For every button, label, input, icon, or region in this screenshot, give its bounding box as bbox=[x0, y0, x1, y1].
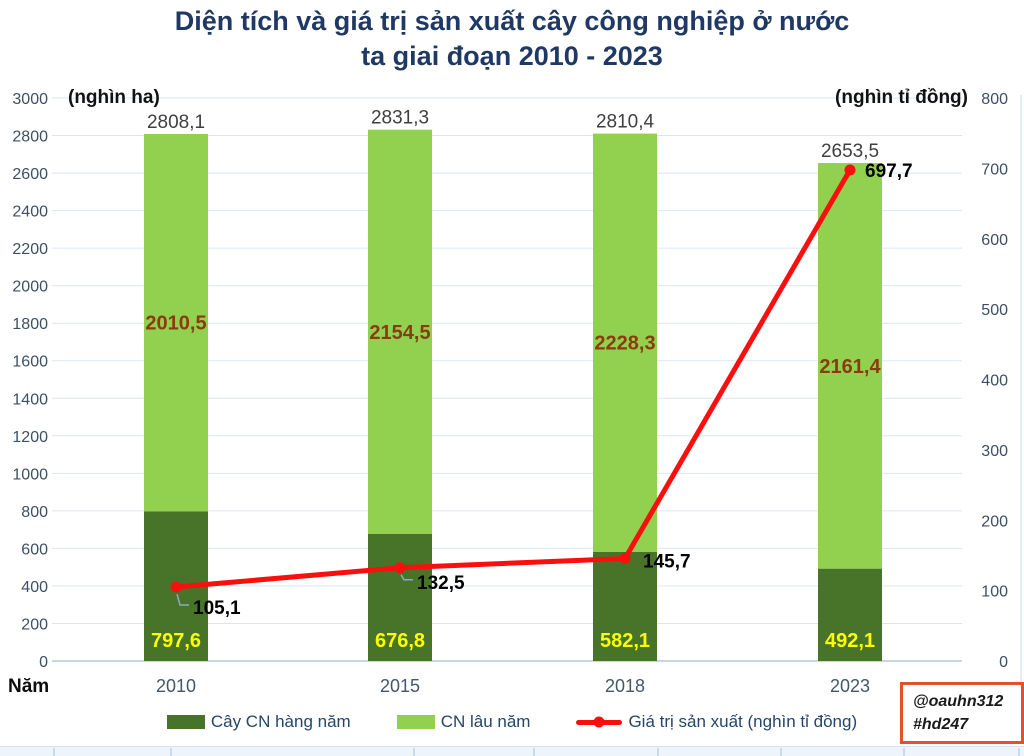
left-axis-tick: 2600 bbox=[12, 166, 48, 183]
annual-value-label: 676,8 bbox=[375, 630, 425, 652]
line-value-label: 105,1 bbox=[193, 598, 241, 619]
annual-value-label: 797,6 bbox=[151, 630, 201, 652]
line-point-2023 bbox=[844, 164, 856, 176]
perennial-value-label: 2154,5 bbox=[369, 322, 430, 344]
left-axis-tick: 800 bbox=[21, 504, 48, 521]
perennial-value-label: 2161,4 bbox=[819, 356, 881, 378]
total-value-label: 2653,5 bbox=[821, 141, 879, 162]
annual-swatch-icon bbox=[166, 715, 205, 729]
line-point-2018 bbox=[619, 552, 631, 564]
line-marker-icon bbox=[576, 716, 623, 728]
total-value-label: 2831,3 bbox=[371, 108, 429, 129]
left-axis-tick: 600 bbox=[21, 541, 48, 558]
left-axis-tick: 1600 bbox=[12, 354, 48, 371]
left-axis-tick: 1800 bbox=[12, 316, 48, 333]
bar-perennial-2018 bbox=[593, 133, 657, 552]
chart-title-line2: ta giai đoạn 2010 - 2023 bbox=[361, 41, 663, 71]
watermark-hashtag: #hd247 bbox=[913, 716, 969, 733]
line-value-label: 145,7 bbox=[643, 551, 691, 572]
annual-value-label: 492,1 bbox=[825, 630, 875, 652]
right-axis-tick: 500 bbox=[981, 302, 1008, 319]
table-edge-strip bbox=[0, 746, 1024, 756]
legend: Cây CN hàng năm CN lâu năm Giá trị sản x… bbox=[0, 704, 1024, 740]
callout-leader-line bbox=[400, 574, 413, 581]
legend-label-perennial: CN lâu năm bbox=[440, 712, 531, 731]
callout-leader-line bbox=[176, 593, 189, 606]
bar-annual-2015 bbox=[368, 533, 432, 661]
x-axis-title: Năm bbox=[8, 676, 49, 697]
left-axis-tick: 1000 bbox=[12, 466, 48, 483]
line-point-2015 bbox=[394, 562, 406, 574]
watermark-handle: @oauhn312 bbox=[913, 693, 1004, 710]
bar-perennial-2015 bbox=[368, 129, 432, 534]
legend-item-perennial: CN lâu năm bbox=[396, 712, 531, 732]
right-axis-tick: 100 bbox=[981, 584, 1008, 601]
left-axis-tick: 1200 bbox=[12, 429, 48, 446]
x-axis-category-label: 2015 bbox=[380, 676, 420, 696]
right-axis-unit-label: (nghìn tỉ đồng) bbox=[835, 87, 968, 108]
x-axis-category-label: 2018 bbox=[605, 676, 645, 696]
total-value-label: 2808,1 bbox=[147, 112, 205, 133]
line-point-2010 bbox=[170, 581, 182, 593]
right-axis-tick: 700 bbox=[981, 161, 1008, 178]
right-axis-tick: 600 bbox=[981, 232, 1008, 249]
right-axis-tick: 0 bbox=[999, 654, 1008, 671]
annual-value-label: 582,1 bbox=[600, 630, 650, 652]
right-axis-tick: 200 bbox=[981, 513, 1008, 530]
left-axis-tick: 2400 bbox=[12, 204, 48, 221]
legend-item-annual: Cây CN hàng năm bbox=[166, 712, 351, 732]
legend-label-annual: Cây CN hàng năm bbox=[210, 712, 351, 731]
total-value-label: 2810,4 bbox=[596, 112, 655, 133]
x-axis-category-label: 2010 bbox=[156, 676, 196, 696]
watermark-box: @oauhn312 #hd247 bbox=[900, 682, 1024, 744]
bar-perennial-2023 bbox=[818, 163, 882, 569]
legend-label-value-line: Giá trị sản xuất (nghìn tỉ đồng) bbox=[628, 712, 858, 731]
perennial-value-label: 2228,3 bbox=[594, 333, 655, 355]
right-axis-tick: 800 bbox=[981, 91, 1008, 108]
line-value-label: 132,5 bbox=[417, 573, 465, 594]
line-value-label: 697,7 bbox=[865, 161, 913, 182]
left-axis-tick: 0 bbox=[39, 654, 48, 671]
left-axis-tick: 2000 bbox=[12, 279, 48, 296]
right-axis-tick: 300 bbox=[981, 443, 1008, 460]
legend-item-value-line: Giá trị sản xuất (nghìn tỉ đồng) bbox=[576, 712, 857, 732]
chart-title: Diện tích và giá trị sản xuất cây công n… bbox=[0, 4, 1024, 74]
chart-title-line1: Diện tích và giá trị sản xuất cây công n… bbox=[174, 6, 850, 36]
bar-annual-2018 bbox=[593, 551, 657, 661]
right-axis-tick: 400 bbox=[981, 373, 1008, 390]
perennial-swatch-icon bbox=[396, 715, 435, 729]
perennial-value-label: 2010,5 bbox=[145, 313, 206, 335]
left-axis-tick: 2200 bbox=[12, 241, 48, 258]
left-axis-unit-label: (nghìn ha) bbox=[68, 87, 160, 108]
bar-perennial-2010 bbox=[144, 134, 208, 512]
left-axis-tick: 2800 bbox=[12, 129, 48, 146]
left-axis-tick: 200 bbox=[21, 616, 48, 633]
left-axis-tick: 400 bbox=[21, 579, 48, 596]
left-axis-tick: 1400 bbox=[12, 391, 48, 408]
left-axis-tick: 3000 bbox=[12, 91, 48, 108]
bar-annual-2023 bbox=[818, 568, 882, 661]
x-axis-category-label: 2023 bbox=[830, 676, 870, 696]
value-line bbox=[173, 167, 853, 590]
line-dot-icon bbox=[593, 716, 605, 728]
